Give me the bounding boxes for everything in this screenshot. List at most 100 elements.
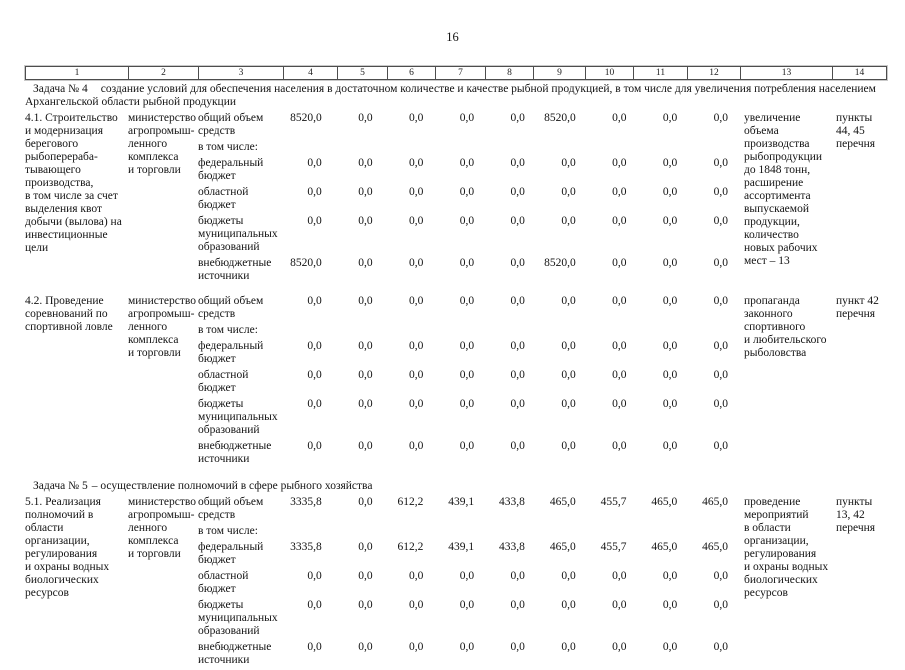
funding-value: 433,8 xyxy=(499,541,525,553)
funding-value: 0,0 xyxy=(358,369,373,381)
funding-value: 0,0 xyxy=(662,440,678,452)
funding-value: 0,0 xyxy=(510,257,525,269)
funding-value: 0,0 xyxy=(561,340,576,352)
funding-category-label: федеральный бюджет xyxy=(198,541,264,566)
program-row-5-1: 5.1. Реализация полномочий в области орг… xyxy=(25,496,887,670)
funding-value: 0,0 xyxy=(408,340,424,352)
executor-cell-4-2: министерство агропромыш- ленного комплек… xyxy=(128,295,196,359)
funding-lines-4-1: общий объем средств 8520,0 0,0 0,0 0,0 0,0 852… xyxy=(198,112,740,286)
funding-value: 0,0 xyxy=(662,641,678,653)
result-cell-5-1: проведение мероприятий в области организ… xyxy=(744,496,829,599)
funding-line: бюджеты муниципальных образований 0,0 0,0 0… xyxy=(198,398,740,437)
funding-value: 465,0 xyxy=(702,496,729,508)
funding-value: 0,0 xyxy=(713,369,729,381)
column-number-7: 7 xyxy=(436,67,486,79)
funding-value: 0,0 xyxy=(612,186,627,198)
funding-value: 0,0 xyxy=(358,186,373,198)
funding-line: областной бюджет 0,0 0,0 0,0 0,0 0,0 0,0 0,0 0,0… xyxy=(198,570,740,596)
funding-value: 0,0 xyxy=(510,398,525,410)
task-5-label: Задача № 5 xyxy=(33,480,88,492)
funding-value: 0,0 xyxy=(612,398,627,410)
column-number-5: 5 xyxy=(338,67,388,79)
funding-value: 0,0 xyxy=(307,215,322,227)
funding-line: федеральный бюджет 0,0 0,0 0,0 0,0 0,0 0,0 0,0 0… xyxy=(198,340,740,366)
funding-value: 0,0 xyxy=(612,340,627,352)
funding-value: 0,0 xyxy=(510,570,525,582)
funding-category-label: общий объем средств xyxy=(198,112,264,137)
program-row-4-1: 4.1. Строительство и модернизация берего… xyxy=(25,112,887,286)
funding-value: 0,0 xyxy=(408,570,424,582)
funding-value: 0,0 xyxy=(307,340,322,352)
funding-category-label: внебюджетные источники xyxy=(198,257,272,282)
funding-category-label: бюджеты муниципальных образований xyxy=(198,215,278,253)
column-number-13: 13 xyxy=(741,67,833,79)
funding-line: общий объем средств 8520,0 0,0 0,0 0,0 0,0 852… xyxy=(198,112,740,138)
funding-value: 0,0 xyxy=(510,157,525,169)
funding-values: 0,0 0,0 0,0 0,0 0,0 0,0 0,0 0,0 0,0 xyxy=(283,295,740,321)
funding-values: 0,0 0,0 0,0 0,0 0,0 0,0 0,0 0,0 0,0 xyxy=(283,398,740,437)
funding-values: 0,0 0,0 0,0 0,0 0,0 0,0 0,0 0,0 0,0 xyxy=(283,570,740,596)
funding-value: 8520,0 xyxy=(544,257,576,269)
funding-value: 0,0 xyxy=(459,398,475,410)
funding-value: 0,0 xyxy=(307,186,322,198)
funding-value: 0,0 xyxy=(510,186,525,198)
funding-value: 0,0 xyxy=(358,157,373,169)
funding-value: 0,0 xyxy=(662,257,678,269)
funding-value: 0,0 xyxy=(408,186,424,198)
funding-value: 0,0 xyxy=(713,112,729,124)
funding-value: 0,0 xyxy=(713,340,729,352)
funding-values xyxy=(283,525,740,538)
funding-value: 0,0 xyxy=(561,570,576,582)
column-number-8: 8 xyxy=(486,67,534,79)
funding-value: 0,0 xyxy=(561,295,576,307)
funding-value: 0,0 xyxy=(510,599,525,611)
funding-category-label: в том числе: xyxy=(198,141,258,153)
funding-value: 0,0 xyxy=(459,570,475,582)
funding-value: 0,0 xyxy=(713,257,729,269)
column-number-11: 11 xyxy=(634,67,688,79)
funding-value: 0,0 xyxy=(713,641,729,653)
funding-value: 0,0 xyxy=(510,641,525,653)
column-number-4: 4 xyxy=(284,67,338,79)
funding-category-label: бюджеты муниципальных образований xyxy=(198,599,278,637)
funding-value: 0,0 xyxy=(408,369,424,381)
task-4-label: Задача № 4 xyxy=(33,83,88,95)
funding-line: в том числе: xyxy=(198,525,740,538)
funding-category-label: внебюджетные источники xyxy=(198,440,272,465)
task-4-line: Задача № 4 создание условий для обеспечен… xyxy=(25,83,887,109)
funding-value: 465,0 xyxy=(651,541,678,553)
funding-value: 8520,0 xyxy=(290,257,322,269)
funding-value: 0,0 xyxy=(459,215,475,227)
funding-value: 0,0 xyxy=(561,599,576,611)
funding-value: 0,0 xyxy=(510,340,525,352)
funding-category-label: бюджеты муниципальных образований xyxy=(198,398,278,436)
funding-value: 0,0 xyxy=(307,599,322,611)
funding-values: 0,0 0,0 0,0 0,0 0,0 0,0 0,0 0,0 0,0 xyxy=(283,641,740,667)
funding-line: бюджеты муниципальных образований 0,0 0,0 0… xyxy=(198,599,740,638)
page-number: 16 xyxy=(446,30,459,44)
funding-value: 439,1 xyxy=(448,496,475,508)
funding-value: 0,0 xyxy=(408,295,424,307)
funding-value: 465,0 xyxy=(549,496,576,508)
task-5-line: Задача № 5– осуществление полномочий в с… xyxy=(25,480,887,493)
funding-value: 0,0 xyxy=(307,295,322,307)
funding-value: 0,0 xyxy=(510,295,525,307)
funding-line: федеральный бюджет 0,0 0,0 0,0 0,0 0,0 0,0 0,0 0… xyxy=(198,157,740,183)
funding-value: 0,0 xyxy=(510,112,525,124)
funding-value: 3335,8 xyxy=(290,496,322,508)
funding-value: 0,0 xyxy=(612,440,627,452)
funding-line: общий объем средств 3335,8 0,0 612,2 439,1 43… xyxy=(198,496,740,522)
funding-value: 465,0 xyxy=(651,496,678,508)
funding-category-label: федеральный бюджет xyxy=(198,157,264,182)
column-number-9: 9 xyxy=(534,67,586,79)
executor-cell-5-1: министерство агропромыш- ленного комплек… xyxy=(128,496,196,560)
funding-value: 3335,8 xyxy=(290,541,322,553)
funding-line: внебюджетные источники 8520,0 0,0 0,0 0,0 0,0… xyxy=(198,257,740,283)
funding-line: общий объем средств 0,0 0,0 0,0 0,0 0,0 0,0 0,0… xyxy=(198,295,740,321)
funding-category-label: общий объем средств xyxy=(198,295,264,320)
reference-cell-5-1: пункты 13, 42 перечня xyxy=(836,496,876,534)
funding-value: 465,0 xyxy=(702,541,729,553)
funding-value: 0,0 xyxy=(358,112,373,124)
funding-value: 0,0 xyxy=(307,369,322,381)
